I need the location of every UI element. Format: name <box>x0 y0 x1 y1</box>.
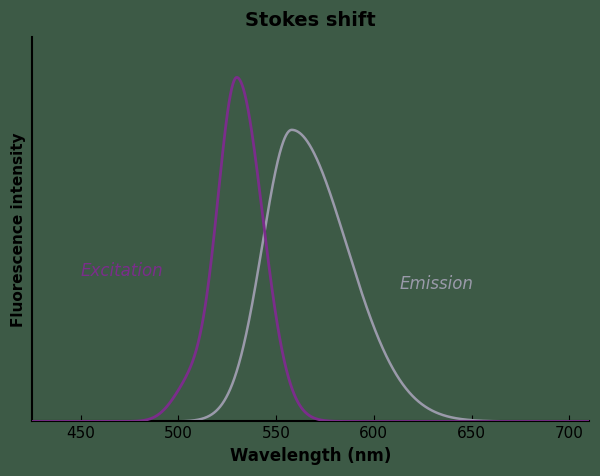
X-axis label: Wavelength (nm): Wavelength (nm) <box>230 447 391 465</box>
Text: Emission: Emission <box>399 275 473 293</box>
Text: Excitation: Excitation <box>80 261 163 279</box>
Title: Stokes shift: Stokes shift <box>245 11 376 30</box>
Y-axis label: Fluorescence intensity: Fluorescence intensity <box>11 132 26 327</box>
